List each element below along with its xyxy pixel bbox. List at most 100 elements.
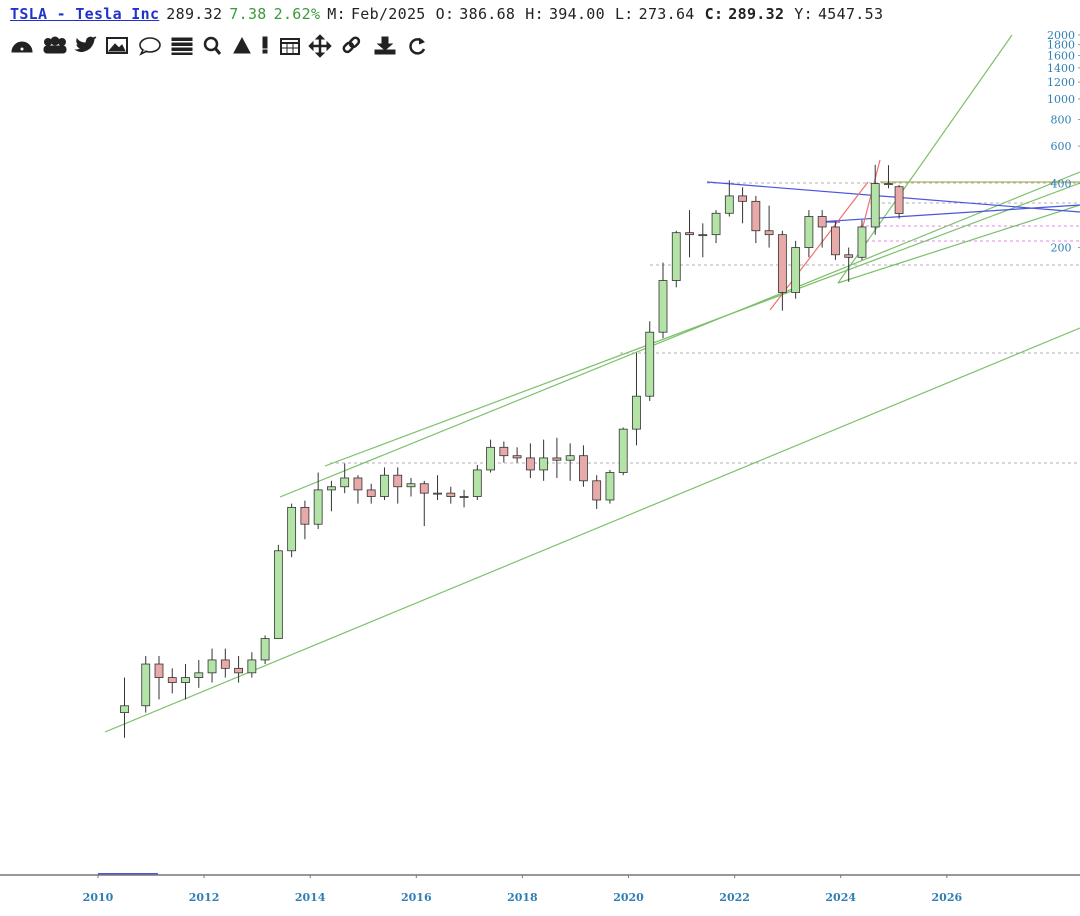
change-pct: 2.62% [273,5,321,23]
last-price: 289.32 [166,5,223,23]
candle-body [499,446,509,457]
candle-body [154,663,164,678]
candle-body [618,428,628,473]
x-tick-label: 2020 [613,891,644,904]
candle-body [711,212,721,236]
trend-line [104,327,1080,733]
candle-body [141,663,151,707]
candle-body [698,234,708,237]
trend-line [706,181,1080,213]
candle-body [486,446,495,471]
x-tick-label: 2026 [932,891,963,904]
candle-body [313,489,323,525]
candle-body [552,457,562,461]
field-label: H: [525,5,544,23]
candle-body [207,659,217,674]
candle-body [894,186,904,214]
candle-body [724,195,734,214]
search-icon[interactable] [203,36,222,55]
x-tick-label: 2010 [83,891,114,904]
field-value: 4547.53 [817,5,884,23]
trend-line [279,171,1080,498]
candle-body [512,455,522,459]
y-tick-label: 400 [1051,178,1072,191]
candle-body [844,254,854,258]
field-label: C: [704,5,724,23]
field-label: M: [327,5,346,23]
candle-body [353,477,363,491]
candle-body [220,659,230,669]
candle-body [605,472,615,501]
candle-body [751,200,761,232]
candle-body [791,247,801,293]
dashboard-icon[interactable] [11,41,33,53]
candle-body [539,457,549,471]
ohlc-fields: M: Feb/2025 O: 386.68 H: 394.00 L: 273.64 C: 289.… [327,5,893,23]
y-tick-label: 1000 [1047,93,1075,106]
triangle-icon[interactable] [233,36,251,54]
field-label: L: [614,5,634,23]
field-value: 386.68 [459,5,516,23]
candle-body [406,483,416,488]
field-value: 273.64 [638,5,695,23]
comment-icon[interactable] [139,37,161,56]
candle-body [525,457,535,471]
symbol-link[interactable]: TSLA - Tesla Inc [10,5,160,23]
candle-body [300,506,310,525]
candle-body [817,216,827,228]
candle-body [194,672,204,678]
alert-icon[interactable] [262,36,268,54]
x-tick-label: 2012 [189,891,220,904]
trend-line [837,204,1080,284]
link-icon[interactable] [342,36,361,54]
candle-body [632,395,641,430]
candle-body [273,550,283,639]
candle-body [870,183,880,228]
image-icon[interactable] [106,37,128,54]
toolbar [11,34,426,58]
candle-body [831,226,840,256]
list-icon[interactable] [171,37,193,55]
candle-body [738,195,747,202]
candle-body [234,667,243,674]
field-value: Feb/2025 [350,5,426,23]
candle-body [565,455,575,461]
candle-body [446,492,456,497]
candle-body [260,638,270,661]
candle-body [393,474,403,488]
candle-body [433,492,442,495]
candle-body [327,486,336,491]
candle-body [592,480,602,501]
candle-body [671,232,681,281]
candle-body [472,469,482,497]
y-tick-label: 1600 [1047,50,1075,63]
candle-body [167,677,177,683]
candle-body [884,183,893,185]
twitter-icon[interactable] [74,36,97,53]
field-value: 289.32 [728,5,785,23]
refresh-icon[interactable] [409,37,426,55]
x-tick-label: 2022 [719,891,750,904]
move-icon[interactable] [308,34,332,58]
candle-body [645,331,655,397]
candle-body [380,474,389,497]
candle-body [804,216,814,248]
change: 7.38 [229,5,267,23]
trend-line [817,204,1080,223]
y-tick-label: 1400 [1047,62,1075,75]
x-tick-label: 2016 [401,891,432,904]
calendar-icon[interactable] [280,38,300,55]
y-tick-label: 1200 [1047,76,1075,89]
x-tick-label: 2024 [825,891,856,904]
candle-body [459,496,469,498]
y-tick-label: 200 [1051,242,1072,255]
candle-body [857,226,867,258]
candle-body [287,506,297,552]
candle-body [764,230,774,236]
candle-body [181,677,190,683]
candle-body [419,483,429,494]
download-icon[interactable] [374,36,396,55]
users-icon[interactable] [43,36,67,54]
